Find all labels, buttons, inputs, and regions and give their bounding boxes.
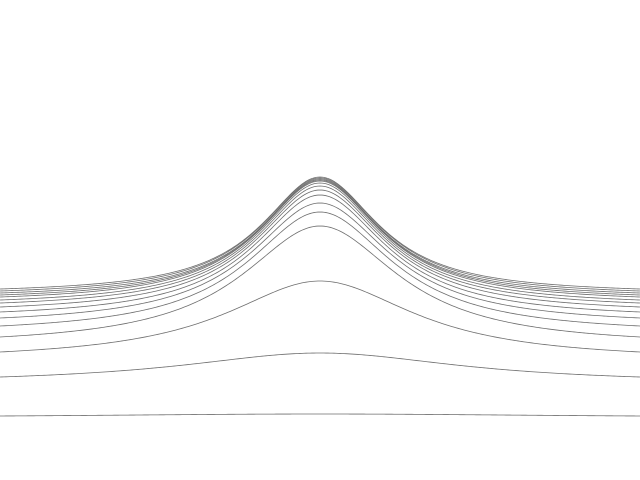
peak-curve-13 [0,178,640,294]
peak-curve-10 [0,182,640,301]
peak-curve-1 [0,413,640,417]
peak-curve-15 [0,176,640,290]
peak-curve-6 [0,202,640,319]
peak-curve-5 [0,211,640,327]
peak-curve-4 [0,225,640,338]
peak-curve-3 [0,280,640,353]
peak-curve-7 [0,194,640,313]
peak-curve-11 [0,180,640,298]
peak-curve-12 [0,179,640,296]
peak-curve-8 [0,189,640,308]
peak-curve-2 [0,352,640,378]
peak-curve-14 [0,177,640,292]
peak-curve-9 [0,185,640,304]
